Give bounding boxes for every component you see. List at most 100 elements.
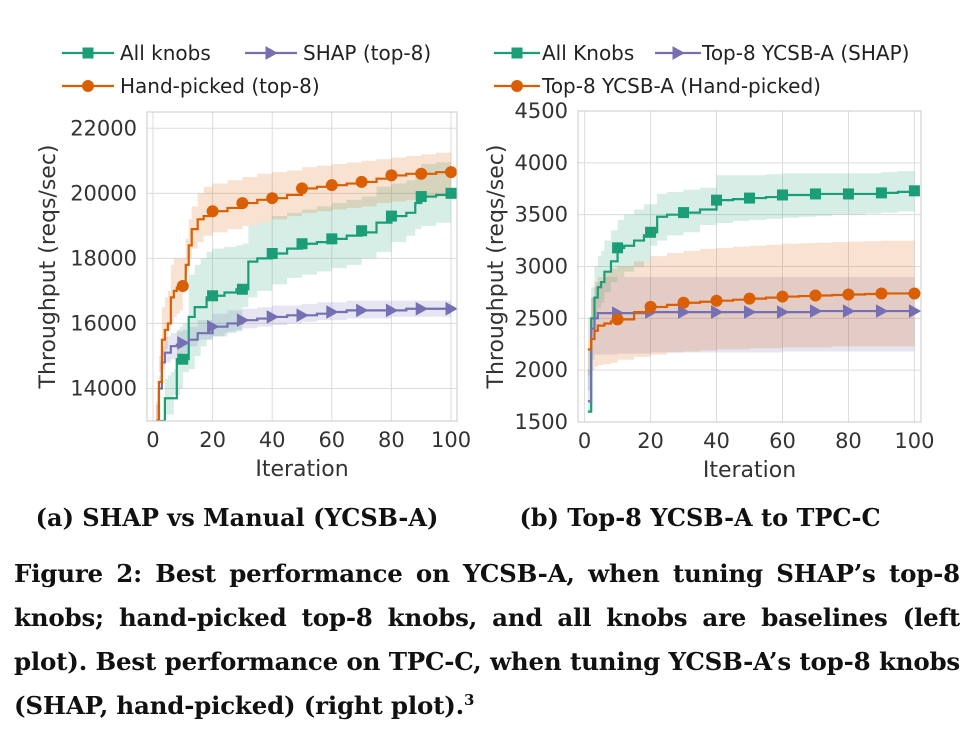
data-point-shap-top-8 (177, 336, 190, 350)
legend-label-top-8-ycsb-a-hand-picked: Top-8 YCSB-A (Hand-picked) (541, 74, 821, 98)
figure-caption: Figure 2: Best performance on YCSB-A, wh… (14, 552, 960, 728)
data-point-shap-top-8 (266, 310, 280, 324)
figure: 0 20 40 60 80 1001400016000180002000022000Ite… (36, 41, 935, 532)
x-tick-label: 80 (378, 428, 405, 452)
data-point-shap-top-8 (385, 303, 399, 318)
confidence-band-all-knobs (587, 170, 915, 412)
legend-marker-all-knobs (511, 47, 523, 59)
data-point-all-knobs (678, 207, 690, 219)
data-point-hand-picked-top-8 (266, 192, 279, 205)
x-axis-label: Iteration (255, 457, 348, 482)
data-point-top-8-ycsb-a-hand-picked (611, 313, 624, 326)
caption-text: Figure 2: Best performance on YCSB-A, wh… (14, 559, 960, 720)
data-point-top-8-ycsb-a-hand-picked (842, 288, 855, 301)
data-point-all-knobs (711, 194, 723, 206)
data-point-all-knobs (645, 226, 657, 238)
data-point-top-8-ycsb-a-shap (875, 304, 889, 318)
data-point-all-knobs (356, 225, 368, 237)
legend-label-all-knobs: All Knobs (542, 41, 634, 65)
legend-label-shap-top-8: SHAP (top-8) (303, 41, 431, 65)
data-point-all-knobs (326, 233, 338, 245)
data-point-all-knobs (236, 283, 248, 295)
x-tick-label: 0 (146, 428, 159, 452)
legend-label-top-8-ycsb-a-shap: Top-8 YCSB-A (SHAP) (701, 41, 909, 65)
x-tick-label: 100 (894, 429, 934, 453)
data-point-hand-picked-top-8 (296, 182, 308, 195)
data-point-hand-picked-top-8 (206, 205, 219, 218)
plot-frame (146, 111, 458, 422)
y-tick-label: 14000 (70, 376, 137, 400)
chart-panel-b: 0 20 40 60 80 100 1500 2000 2500 3000 3500 4000 4500… (484, 41, 934, 532)
x-tick-label: 0 (578, 429, 591, 453)
x-tick-label: 20 (637, 429, 664, 453)
data-point-top-8-ycsb-a-hand-picked (776, 290, 789, 303)
data-point-all-knobs (445, 187, 457, 199)
data-point-top-8-ycsb-a-hand-picked (875, 287, 888, 300)
data-point-all-knobs (809, 188, 821, 200)
data-point-hand-picked-top-8 (415, 167, 428, 180)
y-tick-label: 4000 (515, 151, 568, 175)
data-point-all-knobs (296, 238, 308, 250)
data-point-all-knobs (744, 192, 755, 204)
legend-marker-hand-picked-top-8 (82, 80, 94, 92)
x-tick-label: 100 (431, 428, 471, 452)
data-point-shap-top-8 (296, 308, 309, 323)
data-point-top-8-ycsb-a-hand-picked (710, 294, 723, 307)
confidence-band-shap-top-8 (155, 300, 452, 421)
data-point-top-8-ycsb-a-shap (776, 305, 790, 319)
data-point-hand-picked-top-8 (385, 169, 398, 182)
y-tick-label: 2000 (515, 358, 568, 382)
data-point-all-knobs (612, 242, 624, 254)
data-point-shap-top-8 (236, 313, 250, 327)
chart-panel-a: 0 20 40 60 80 100 14000 16000 18000 20000 22000 Ite… (36, 41, 471, 532)
data-point-shap-top-8 (415, 301, 429, 316)
subcaption: (a) SHAP vs Manual (YCSB-A) (36, 503, 439, 532)
legend-label-all-knobs: All knobs (120, 41, 211, 65)
data-point-all-knobs (875, 187, 887, 199)
data-point-top-8-ycsb-a-shap (678, 305, 691, 319)
series-group (155, 151, 457, 421)
data-point-top-8-ycsb-a-shap (908, 304, 921, 318)
legend-marker-shap-top-8 (265, 46, 278, 60)
data-point-all-knobs (908, 185, 920, 197)
data-point-all-knobs (776, 189, 788, 201)
data-point-top-8-ycsb-a-hand-picked (809, 289, 822, 302)
data-point-top-8-ycsb-a-hand-picked (908, 287, 921, 300)
data-point-top-8-ycsb-a-hand-picked (677, 296, 690, 309)
data-point-all-knobs (177, 353, 189, 365)
data-point-all-knobs (842, 188, 854, 200)
data-point-hand-picked-top-8 (445, 166, 457, 179)
y-tick-label: 22000 (70, 116, 137, 140)
data-point-hand-picked-top-8 (325, 179, 338, 192)
legend-label-hand-picked-top-8: Hand-picked (top-8) (120, 74, 320, 98)
data-point-shap-top-8 (207, 319, 220, 334)
confidence-band-hand-picked-top-8 (155, 151, 452, 421)
data-point-shap-top-8 (356, 303, 369, 318)
legend-marker-top-8-ycsb-a-hand-picked (511, 80, 523, 92)
data-point-hand-picked-top-8 (176, 280, 189, 293)
x-tick-label: 40 (259, 428, 286, 452)
x-tick-label: 20 (199, 428, 226, 452)
x-tick-label: 80 (835, 429, 862, 453)
y-tick-label: 18000 (70, 246, 137, 270)
data-point-all-knobs (207, 290, 219, 302)
data-point-top-8-ycsb-a-hand-picked (644, 300, 657, 313)
y-tick-label: 4500 (515, 99, 568, 123)
data-point-top-8-ycsb-a-shap (711, 305, 724, 319)
legend: All knobs SHAP (top-8) Hand-picked (top-8) (62, 41, 431, 98)
data-point-top-8-ycsb-a-shap (842, 304, 856, 318)
x-tick-label: 60 (769, 429, 796, 453)
y-tick-label: 1500 (515, 410, 568, 434)
caption-footnote-marker: 3 (463, 690, 475, 709)
data-point-hand-picked-top-8 (236, 197, 249, 210)
legend-marker-all-knobs (82, 47, 94, 59)
data-point-top-8-ycsb-a-shap (744, 305, 757, 319)
y-tick-label: 16000 (70, 311, 137, 335)
x-axis-label: Iteration (703, 458, 796, 483)
data-point-hand-picked-top-8 (355, 175, 368, 188)
data-point-shap-top-8 (326, 305, 339, 319)
data-point-all-knobs (415, 191, 427, 203)
data-point-top-8-ycsb-a-hand-picked (743, 292, 756, 305)
plot-frame (577, 110, 922, 423)
x-tick-label: 40 (703, 429, 730, 453)
